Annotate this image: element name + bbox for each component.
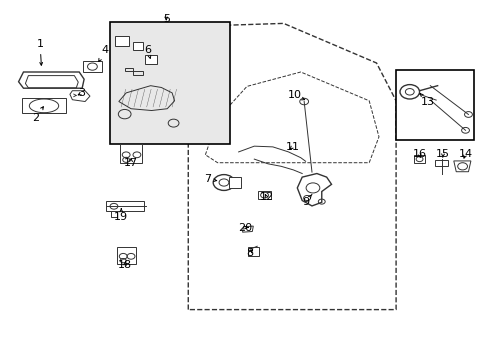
Bar xyxy=(22,98,66,113)
Text: 11: 11 xyxy=(285,142,299,152)
Text: 14: 14 xyxy=(458,149,471,159)
Text: 9: 9 xyxy=(302,194,311,207)
Text: 15: 15 xyxy=(435,149,449,159)
Bar xyxy=(258,191,270,199)
Text: 5: 5 xyxy=(163,14,169,24)
Text: 2: 2 xyxy=(32,107,43,123)
Bar xyxy=(228,177,240,188)
Bar xyxy=(395,70,473,140)
Text: 13: 13 xyxy=(419,94,434,107)
Bar xyxy=(144,55,157,64)
Text: 16: 16 xyxy=(412,149,426,159)
Text: 10: 10 xyxy=(287,90,304,100)
Text: 20: 20 xyxy=(238,222,252,233)
Bar xyxy=(434,160,447,166)
Bar xyxy=(110,22,229,144)
Bar xyxy=(105,201,143,211)
Bar xyxy=(120,144,142,163)
Text: 6: 6 xyxy=(144,45,151,58)
Bar xyxy=(133,42,142,50)
Text: 7: 7 xyxy=(203,174,216,184)
Bar xyxy=(413,155,425,163)
Bar xyxy=(83,61,102,72)
Text: 12: 12 xyxy=(259,192,273,202)
Bar xyxy=(115,36,128,46)
Text: 17: 17 xyxy=(124,158,138,168)
Bar xyxy=(248,247,259,256)
Text: 18: 18 xyxy=(118,260,132,270)
Text: 19: 19 xyxy=(114,209,128,222)
Text: 8: 8 xyxy=(245,248,252,258)
Bar xyxy=(117,247,136,264)
Text: 4: 4 xyxy=(99,45,108,62)
Text: 1: 1 xyxy=(37,39,43,65)
Bar xyxy=(110,211,117,217)
Text: 3: 3 xyxy=(78,88,85,98)
